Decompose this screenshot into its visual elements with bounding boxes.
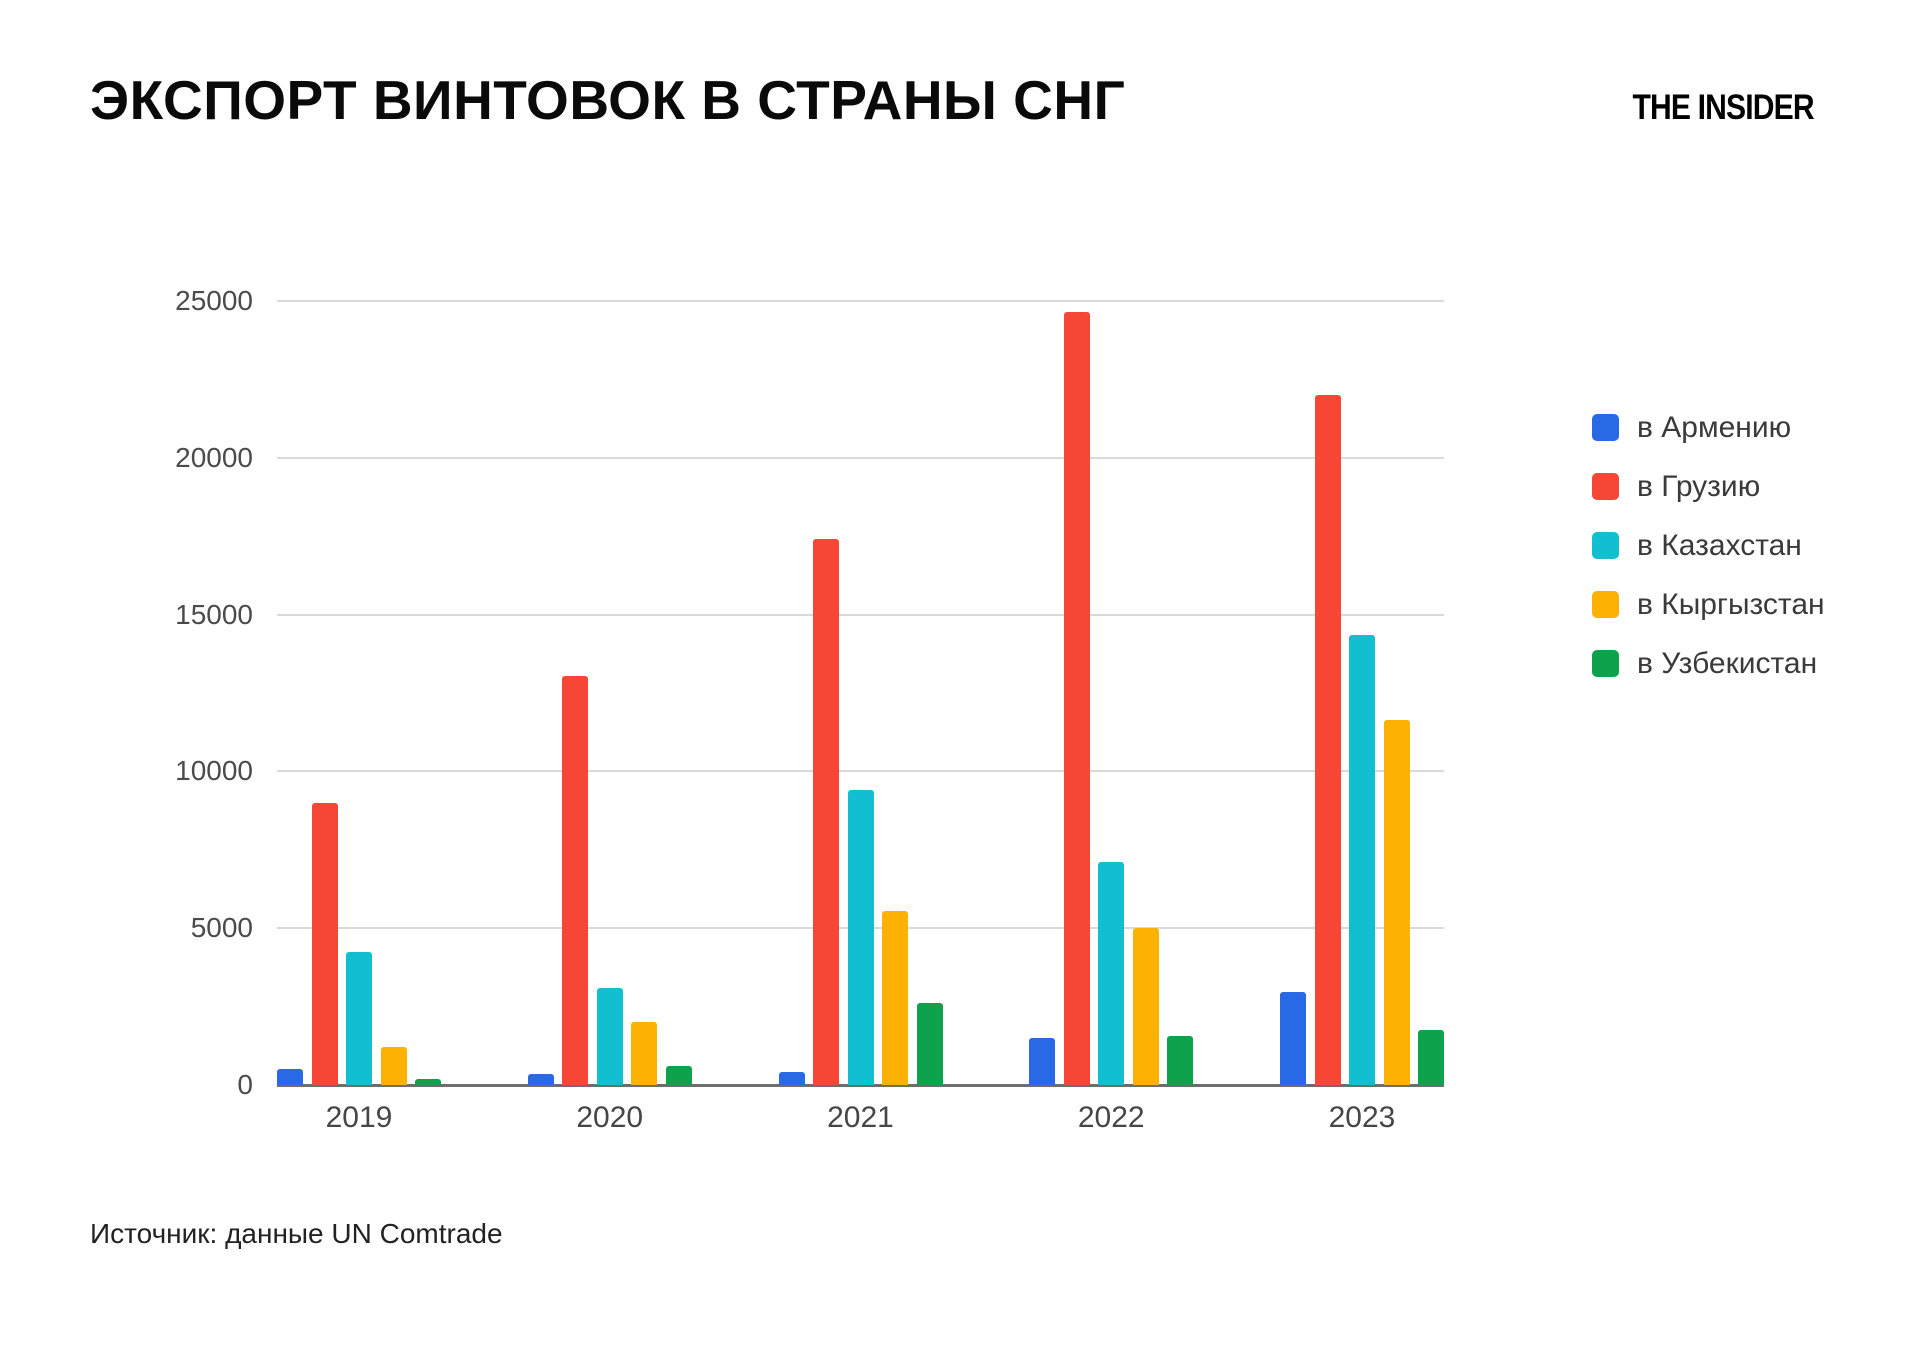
- x-axis-line: [277, 1084, 1444, 1087]
- legend-label-0: в Армению: [1637, 411, 1792, 444]
- bar-2022-в-Кыргызстан: [1132, 928, 1159, 1085]
- legend-label-3: в Кыргызстан: [1637, 588, 1825, 621]
- bar-2023-в-Казахстан: [1349, 635, 1375, 1085]
- y-axis-tick-label-25000: 25000: [175, 285, 253, 316]
- bar-2023-в-Грузию: [1314, 395, 1341, 1085]
- bar-2023-в-Армению: [1280, 992, 1306, 1085]
- bar-group-2023: 2023: [1280, 301, 1444, 1134]
- x-axis-year-label-2022: 2022: [1077, 1101, 1145, 1134]
- bar-2022-в-Узбекистан: [1167, 1036, 1194, 1085]
- bar-2022-в-Грузию: [1063, 312, 1090, 1085]
- y-axis-tick-label-0: 0: [237, 1069, 253, 1100]
- bar-2020-в-Армению: [527, 1074, 554, 1085]
- legend-item-1: в Грузию: [1592, 469, 1825, 504]
- x-axis-year-label-2020: 2020: [576, 1101, 644, 1134]
- legend-item-3: в Кыргызстан: [1592, 587, 1825, 622]
- bar-chart-plot-area: 0 5000 10000 15000 20000 25000 2019 2020 2021 20…: [175, 287, 1444, 1134]
- bar-groups: 2019 2020 2021 2022 2023: [277, 301, 1444, 1134]
- page-title: ЭКСПОРТ ВИНТОВОК В СТРАНЫ СНГ: [90, 69, 1126, 131]
- legend-swatch-icon-0: [1592, 414, 1619, 441]
- legend-label-2: в Казахстан: [1637, 529, 1802, 562]
- legend-swatch-icon-1: [1592, 473, 1619, 500]
- legend-swatch-icon-4: [1592, 650, 1619, 677]
- bar-2021-в-Грузию: [813, 539, 839, 1085]
- legend-item-2: в Казахстан: [1592, 528, 1825, 563]
- bar-2021-в-Узбекистан: [916, 1003, 943, 1085]
- bar-2019-в-Кыргызстан: [380, 1047, 407, 1085]
- bar-2021-в-Кыргызстан: [882, 911, 908, 1085]
- bar-2019-в-Узбекистан: [415, 1079, 441, 1085]
- legend: в Армению в Грузию в Казахстан в Кыргызстан…: [1592, 410, 1825, 681]
- bar-group-2019: 2019: [277, 301, 441, 1134]
- bar-2023-в-Кыргызстан: [1383, 720, 1410, 1085]
- brand-logo: THE INSIDER: [1632, 88, 1815, 127]
- y-axis-tick-label-15000: 15000: [175, 599, 253, 630]
- bar-2022-в-Казахстан: [1098, 862, 1125, 1085]
- bar-2021-в-Армению: [778, 1072, 805, 1085]
- legend-swatch-icon-3: [1592, 591, 1619, 618]
- bar-group-2021: 2021: [778, 301, 943, 1134]
- bar-2020-в-Кыргызстан: [631, 1022, 658, 1085]
- legend-item-0: в Армению: [1592, 410, 1825, 445]
- gridline-15000: [277, 614, 1444, 616]
- bar-2021-в-Казахстан: [847, 790, 874, 1085]
- x-axis-year-label-2021: 2021: [827, 1101, 894, 1134]
- source-note: Источник: данные UN Comtrade: [90, 1218, 503, 1249]
- bar-2019-в-Грузию: [311, 803, 338, 1085]
- y-axis-tick-label-5000: 5000: [190, 912, 253, 943]
- bar-2019-в-Казахстан: [346, 952, 372, 1085]
- bar-2019-в-Армению: [277, 1069, 303, 1085]
- x-axis-year-label-2023: 2023: [1328, 1101, 1396, 1134]
- gridline-10000: [277, 770, 1444, 772]
- bar-group-2022: 2022: [1029, 301, 1194, 1134]
- legend-swatch-icon-2: [1592, 532, 1619, 559]
- gridline-25000: [277, 300, 1444, 302]
- gridline-20000: [277, 457, 1444, 459]
- y-axis-tick-label-20000: 20000: [175, 442, 253, 473]
- legend-item-4: в Узбекистан: [1592, 646, 1825, 681]
- x-axis-year-label-2019: 2019: [325, 1101, 393, 1134]
- legend-label-4: в Узбекистан: [1637, 647, 1818, 680]
- bar-2020-в-Казахстан: [596, 988, 623, 1085]
- bar-2023-в-Узбекистан: [1418, 1030, 1444, 1085]
- bar-group-2020: 2020: [527, 301, 692, 1134]
- bar-2022-в-Армению: [1029, 1038, 1056, 1085]
- y-axis-tick-label-10000: 10000: [175, 755, 253, 786]
- legend-label-1: в Грузию: [1637, 470, 1761, 503]
- bar-2020-в-Грузию: [562, 676, 589, 1085]
- bar-2020-в-Узбекистан: [665, 1066, 692, 1085]
